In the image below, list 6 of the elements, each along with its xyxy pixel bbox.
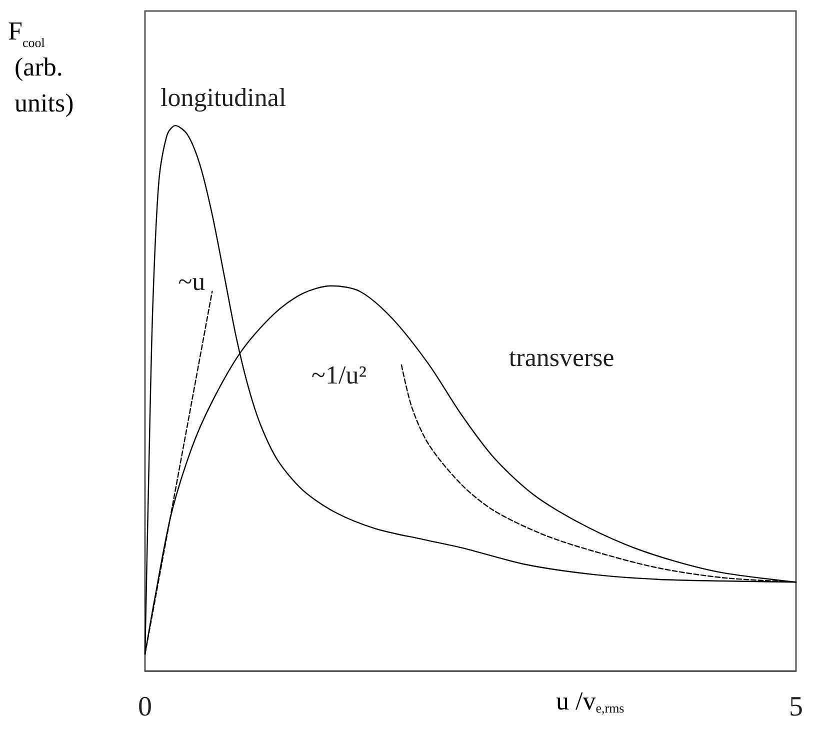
x-tick-label: 0 <box>138 692 152 722</box>
x-tick-label: 5 <box>789 692 803 722</box>
series-label: longitudinal <box>160 83 286 112</box>
series-label: ~1/u² <box>311 360 367 390</box>
text: transverse <box>508 343 614 372</box>
series-label: ~u <box>178 266 206 296</box>
